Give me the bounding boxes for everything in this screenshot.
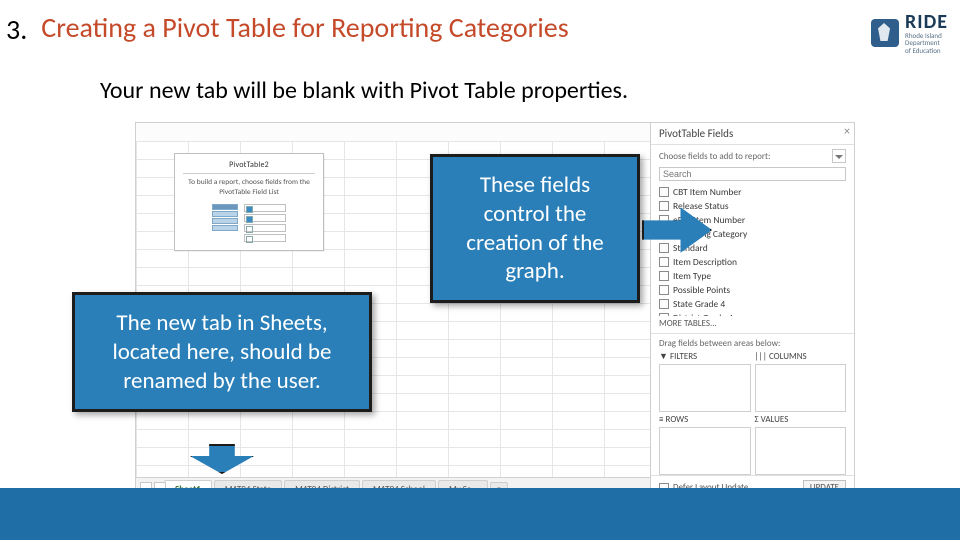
- field-item[interactable]: Item Type: [659, 269, 846, 283]
- heading-title: Creating a Pivot Table for Reporting Cat…: [41, 10, 871, 45]
- field-item[interactable]: Item Description: [659, 255, 846, 269]
- pivottable-fields-panel: PivotTable Fields × Choose fields to add…: [650, 123, 854, 499]
- zone-columns[interactable]: [755, 364, 847, 412]
- logo-sub3: of Education: [905, 47, 948, 54]
- ride-logo: RIDE Rhode Island Department of Educatio…: [871, 12, 948, 54]
- pivot-placeholder-checks-icon: [244, 204, 286, 242]
- field-item-label: Item Type: [673, 270, 711, 282]
- checkbox-icon[interactable]: [659, 271, 669, 281]
- zone-columns-label: ||| COLUMNS: [755, 351, 847, 362]
- field-item-label: Item Description: [673, 256, 737, 268]
- zone-values-label: Σ VALUES: [755, 414, 847, 425]
- zone-rows[interactable]: [659, 427, 751, 475]
- close-icon[interactable]: ×: [844, 125, 850, 139]
- field-item[interactable]: Release Status: [659, 199, 846, 213]
- pivot-placeholder: PivotTable2 To build a report, choose fi…: [174, 153, 324, 251]
- field-item-label: Possible Points: [673, 284, 730, 296]
- checkbox-icon[interactable]: [659, 285, 669, 295]
- callout-fields-control: These fields control the creation of the…: [430, 154, 640, 303]
- checkbox-icon[interactable]: [659, 243, 669, 253]
- heading-number: 3.: [6, 12, 27, 47]
- field-item-label: State Grade 4: [673, 298, 725, 310]
- field-item[interactable]: CBT Item Number: [659, 185, 846, 199]
- zone-filters-label: ▼ FILTERS: [659, 351, 751, 362]
- fields-search-input[interactable]: [659, 167, 846, 181]
- field-item[interactable]: State Grade 4: [659, 297, 846, 311]
- pivot-placeholder-body: To build a report, choose fields from th…: [183, 178, 315, 198]
- field-item-label: CBT Item Number: [673, 186, 741, 198]
- checkbox-icon[interactable]: [659, 201, 669, 211]
- callout-rename-tab: The new tab in Sheets, located here, sho…: [72, 292, 372, 412]
- checkbox-icon[interactable]: [659, 187, 669, 197]
- checkbox-icon[interactable]: [659, 257, 669, 267]
- checkbox-icon[interactable]: [659, 299, 669, 309]
- fields-drag-label: Drag fields between areas below:: [651, 333, 854, 351]
- zone-filters[interactable]: [659, 364, 751, 412]
- fields-panel-title: PivotTable Fields: [659, 127, 733, 140]
- bottom-band: [0, 488, 960, 540]
- zone-values[interactable]: [755, 427, 847, 475]
- zone-rows-label: ≡ ROWS: [659, 414, 751, 425]
- logo-word: RIDE: [905, 12, 948, 32]
- subheading: Your new tab will be blank with Pivot Ta…: [100, 76, 960, 105]
- pivot-placeholder-title: PivotTable2: [183, 160, 315, 174]
- fields-choose-label: Choose fields to add to report:: [659, 151, 770, 162]
- pivot-placeholder-cells-icon: [212, 204, 238, 242]
- field-item[interactable]: Possible Points: [659, 283, 846, 297]
- fields-more-tables[interactable]: MORE TABLES...: [651, 316, 854, 333]
- ride-seal-icon: [871, 19, 899, 47]
- fields-layout-gear-icon[interactable]: [832, 149, 846, 163]
